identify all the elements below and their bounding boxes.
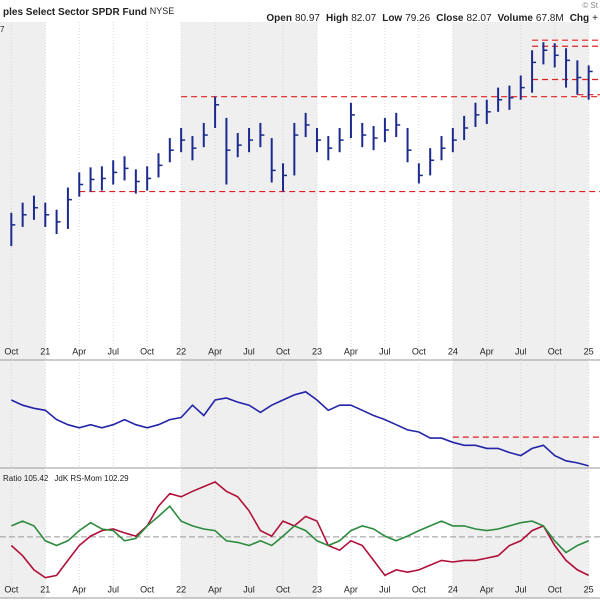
x-tick-label: Apr xyxy=(208,584,222,594)
copyright: © St xyxy=(582,1,598,10)
x-tick-label: Oct xyxy=(4,584,19,594)
x-tick-label: Jul xyxy=(243,584,255,594)
quote-value: 67.8M xyxy=(536,13,564,24)
x-tick-label: 22 xyxy=(176,346,186,356)
x-tick-label: 21 xyxy=(40,346,50,356)
quote-label: Open xyxy=(266,13,292,24)
x-tick-label: Oct xyxy=(412,584,427,594)
quote: Open 80.97 High 82.07 Low 79.26 Close 82.07 Volu… xyxy=(266,13,598,24)
x-tick-label: 23 xyxy=(312,346,322,356)
x-tick-label: 23 xyxy=(312,584,322,594)
corner-label: 7 xyxy=(0,25,5,34)
x-tick-label: Apr xyxy=(72,584,86,594)
x-tick-label: 22 xyxy=(176,584,186,594)
quote-value: + xyxy=(592,13,598,24)
year-shade xyxy=(0,360,46,468)
x-tick-label: Apr xyxy=(344,346,358,356)
series-line xyxy=(10,505,590,554)
x-tick-label: 24 xyxy=(448,346,458,356)
year-shade xyxy=(0,22,46,360)
x-tick-label: Apr xyxy=(480,346,494,356)
x-tick-label: Oct xyxy=(276,584,291,594)
x-tick-label: 25 xyxy=(584,584,594,594)
x-tick-label: Jul xyxy=(107,346,119,356)
quote-value: 80.97 xyxy=(295,13,320,24)
quote-value: 82.07 xyxy=(466,13,491,24)
x-tick-label: Jul xyxy=(515,346,527,356)
x-tick-label: Apr xyxy=(208,346,222,356)
x-tick-label: Apr xyxy=(480,584,494,594)
year-shade xyxy=(452,468,589,598)
x-tick-label: Oct xyxy=(140,346,155,356)
quote-label: Volume xyxy=(498,13,534,24)
x-tick-label: 21 xyxy=(40,584,50,594)
year-shade xyxy=(0,468,46,598)
x-tick-label: 25 xyxy=(584,346,594,356)
x-tick-label: Jul xyxy=(107,584,119,594)
x-tick-label: Oct xyxy=(412,346,427,356)
quote-label: Close xyxy=(436,13,464,24)
x-tick-label: 24 xyxy=(448,584,458,594)
series-line xyxy=(10,390,589,467)
x-tick-label: Apr xyxy=(72,346,86,356)
x-tick-label: Oct xyxy=(4,346,19,356)
x-tick-label: Oct xyxy=(548,584,563,594)
x-tick-label: Jul xyxy=(379,584,391,594)
quote-label: Low xyxy=(382,13,402,24)
x-tick-label: Jul xyxy=(243,346,255,356)
quote-value: 82.07 xyxy=(351,13,376,24)
quote-label: Chg xyxy=(570,13,589,24)
x-tick-label: Oct xyxy=(276,346,291,356)
x-tick-label: Jul xyxy=(515,584,527,594)
x-tick-label: Jul xyxy=(379,346,391,356)
legend-entry: Ratio 105.42 xyxy=(3,474,49,483)
x-tick-label: Oct xyxy=(548,346,563,356)
title: ples Select Sector SPDR Fund xyxy=(3,7,147,18)
quote-value: 79.26 xyxy=(405,13,430,24)
exchange: NYSE xyxy=(150,6,175,16)
chart-title: ples Select Sector SPDR Fund NYSE xyxy=(3,6,174,17)
quote-label: High xyxy=(326,13,348,24)
legend-entry: JdK RS-Mom 102.29 xyxy=(54,474,129,483)
x-tick-label: Oct xyxy=(140,584,155,594)
x-tick-label: Apr xyxy=(344,584,358,594)
